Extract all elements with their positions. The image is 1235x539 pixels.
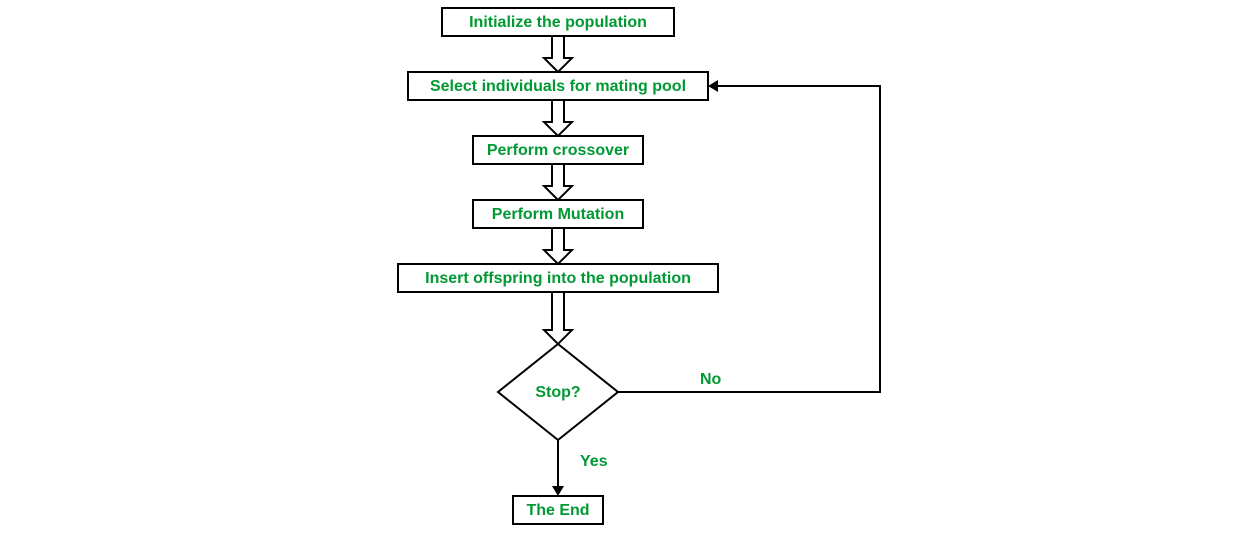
node-crossover: Perform crossover	[473, 136, 643, 164]
node-select: Select individuals for mating pool	[408, 72, 708, 100]
arrow-e7-head	[708, 80, 718, 92]
node-init-label: Initialize the population	[469, 14, 647, 31]
arrow-e7-line	[618, 86, 880, 392]
node-end-label: The End	[526, 502, 589, 519]
node-insert: Insert offspring into the population	[398, 264, 718, 292]
node-init: Initialize the population	[442, 8, 674, 36]
node-mutation-label: Perform Mutation	[492, 206, 624, 223]
arrow-e1	[544, 36, 572, 72]
arrow-e5	[544, 292, 572, 344]
arrow-e2	[544, 100, 572, 136]
edge-e7-label: No	[700, 371, 722, 388]
edge-e6-label: Yes	[580, 453, 608, 470]
node-stop-label: Stop?	[535, 384, 580, 401]
node-end: The End	[513, 496, 603, 524]
flowchart-canvas: Yes No Initialize the population Select ind…	[0, 0, 1235, 539]
node-insert-label: Insert offspring into the population	[425, 270, 691, 287]
node-stop: Stop?	[498, 344, 618, 440]
arrow-e3	[544, 164, 572, 200]
node-select-label: Select individuals for mating pool	[430, 78, 686, 95]
node-mutation: Perform Mutation	[473, 200, 643, 228]
arrow-e4	[544, 228, 572, 264]
node-crossover-label: Perform crossover	[487, 142, 629, 159]
arrow-e6-head	[552, 486, 564, 496]
